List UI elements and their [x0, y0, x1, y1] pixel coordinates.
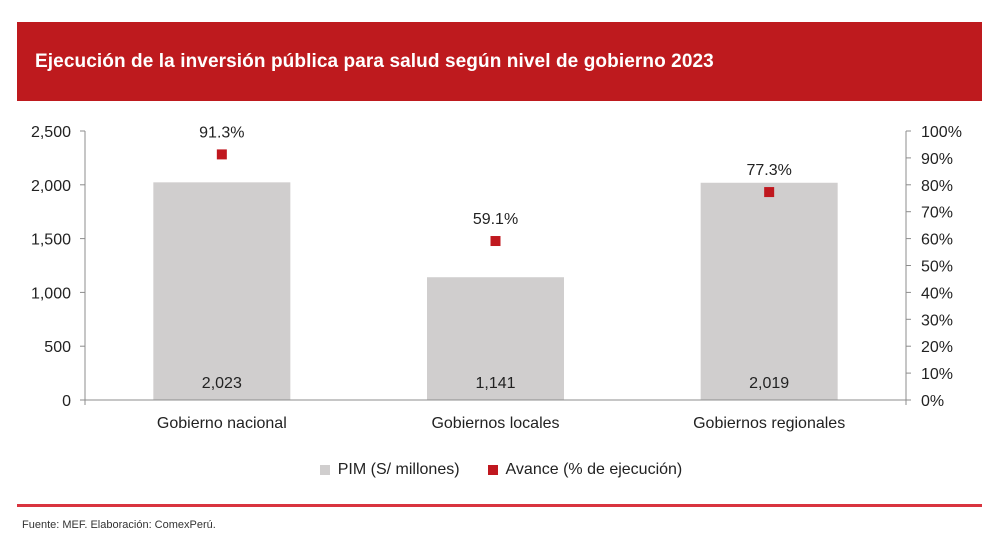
right-axis-tick-label: 100%	[921, 124, 962, 141]
right-axis-tick-label: 60%	[921, 232, 953, 249]
bar-value-label: 1,141	[475, 375, 515, 392]
right-axis-tick-label: 40%	[921, 285, 953, 302]
avance-marker-1	[216, 149, 227, 160]
right-axis-tick-label: 10%	[921, 366, 953, 383]
avance-marker-3	[764, 187, 775, 198]
legend: PIM (S/ millones) Avance (% de ejecución…	[0, 461, 1002, 479]
bar-1	[153, 182, 291, 400]
avance-value-label: 59.1%	[473, 211, 518, 228]
left-axis-tick-label: 1,500	[31, 232, 71, 249]
right-axis-tick-label: 50%	[921, 259, 953, 276]
left-axis-tick-label: 2,000	[31, 178, 71, 195]
category-label: Gobiernos regionales	[693, 415, 845, 432]
bar-value-label: 2,019	[749, 375, 789, 392]
left-axis-tick-label: 2,500	[31, 124, 71, 141]
right-axis-tick-label: 80%	[921, 178, 953, 195]
title-banner: Ejecución de la inversión pública para s…	[17, 22, 982, 101]
left-axis-tick-label: 500	[44, 339, 71, 356]
bar-3	[700, 182, 838, 400]
category-label: Gobiernos locales	[431, 415, 559, 432]
right-axis-tick-label: 90%	[921, 151, 953, 168]
chart-title: Ejecución de la inversión pública para s…	[35, 50, 714, 72]
left-axis-tick-label: 1,000	[31, 285, 71, 302]
avance-value-label: 91.3%	[199, 124, 244, 141]
legend-item-avance: Avance (% de ejecución)	[487, 461, 683, 479]
right-axis-tick-label: 0%	[921, 393, 944, 410]
legend-label-pim: PIM (S/ millones)	[337, 461, 460, 478]
bar-2	[427, 277, 564, 400]
right-axis-tick-label: 20%	[921, 339, 953, 356]
avance-value-label: 77.3%	[746, 162, 791, 179]
source-note: Fuente: MEF. Elaboración: ComexPerú.	[22, 519, 216, 531]
bar-value-label: 2,023	[202, 375, 242, 392]
legend-item-pim: PIM (S/ millones)	[319, 461, 460, 479]
footer-divider	[17, 504, 982, 507]
legend-swatch-avance	[487, 465, 498, 475]
category-label: Gobierno nacional	[157, 415, 287, 432]
left-axis-tick-label: 0	[62, 393, 71, 410]
avance-marker-2	[490, 236, 501, 247]
legend-label-avance: Avance (% de ejecución)	[505, 461, 683, 478]
legend-swatch-pim	[319, 465, 330, 475]
right-axis-tick-label: 30%	[921, 312, 953, 329]
right-axis-tick-label: 70%	[921, 205, 953, 222]
